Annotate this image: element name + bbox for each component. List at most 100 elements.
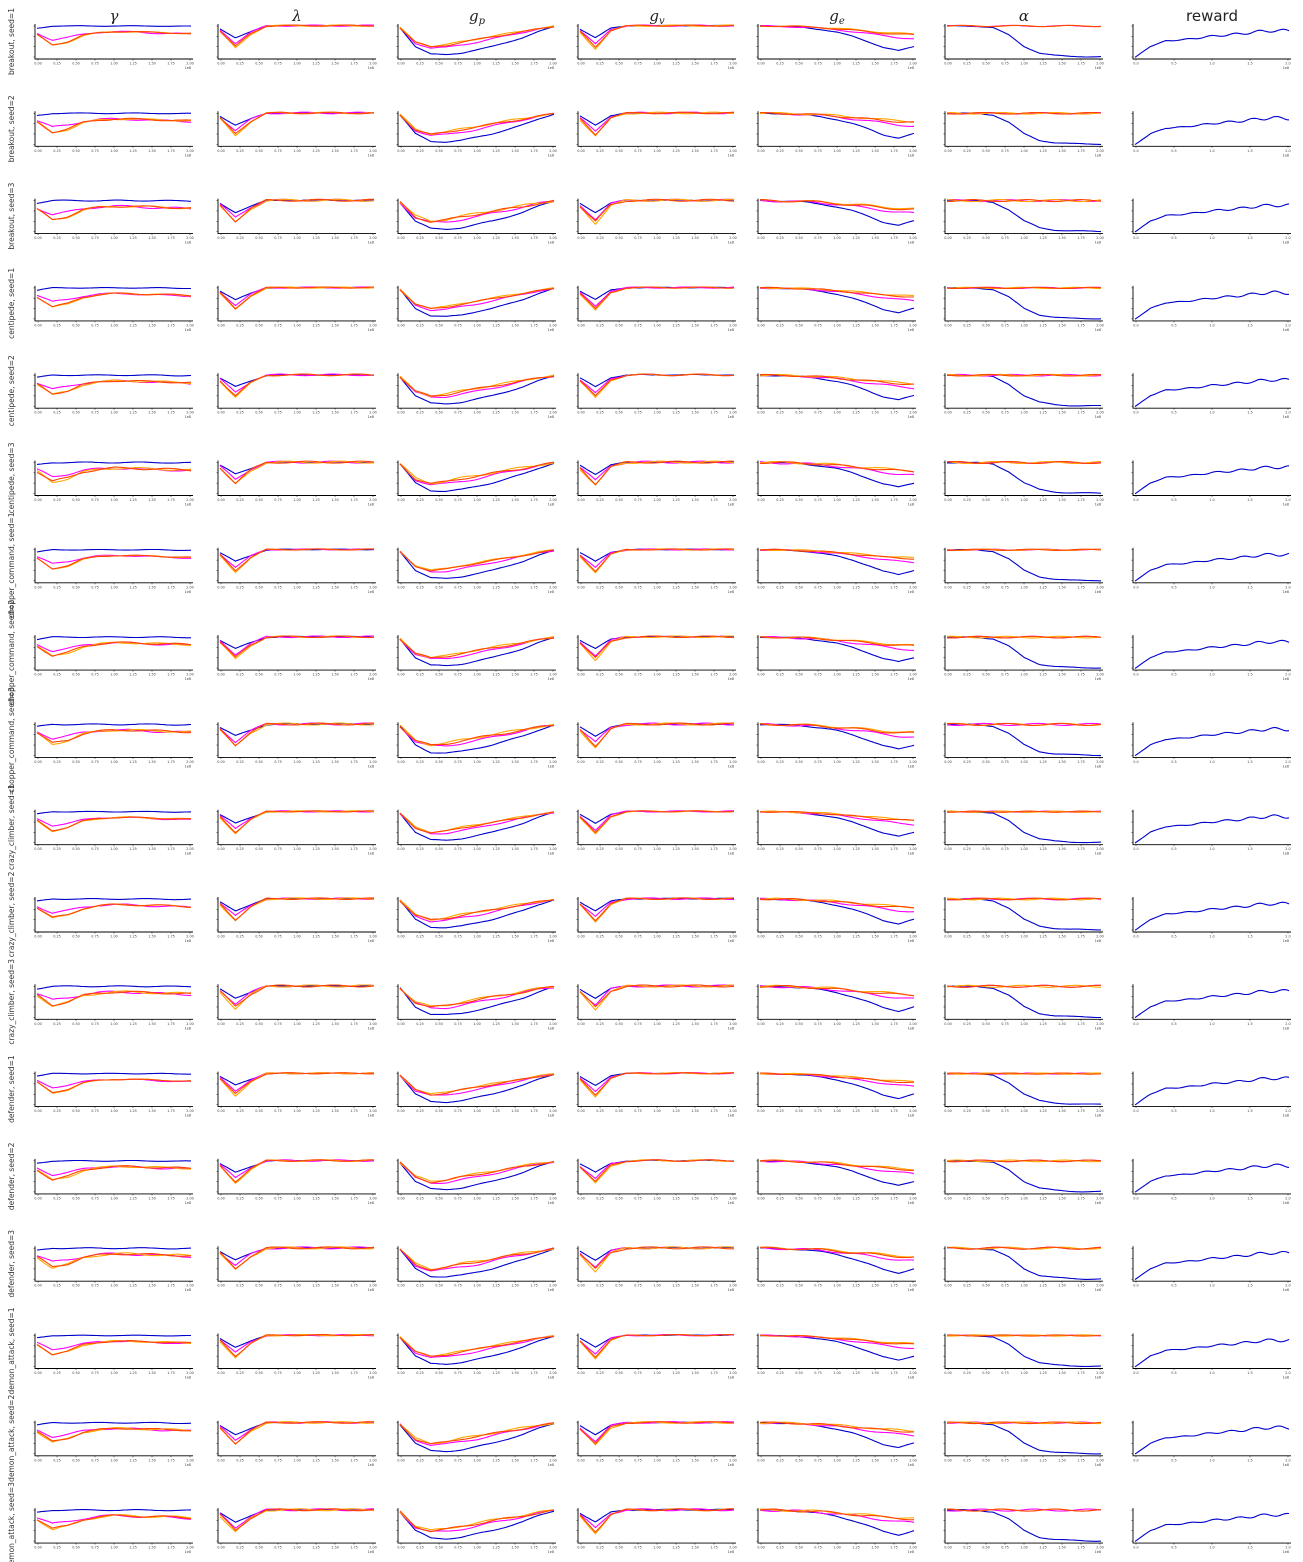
- x-tick-label: 1.00: [473, 411, 481, 415]
- x-tick-label: 1.25: [312, 1284, 320, 1288]
- x-tick-label: 0.0: [1133, 1546, 1138, 1550]
- x-tick-label: 1.25: [1039, 935, 1047, 939]
- series-line-red: [579, 198, 735, 222]
- x-tick-label: 0.75: [634, 1109, 642, 1113]
- x-tick-label: 1.00: [833, 1284, 841, 1288]
- x-tick-label: 0.50: [615, 498, 623, 502]
- axis-lines: [757, 1071, 916, 1108]
- axis-lines: [34, 198, 193, 235]
- axis-lines: [34, 1158, 193, 1195]
- x-tick-label: 0.00: [577, 62, 585, 66]
- x-tick-label: 0.50: [72, 62, 80, 66]
- axis-lines: [944, 897, 1103, 933]
- x-tick-label: 0.50: [72, 1109, 80, 1113]
- x-tick-label: 1.5: [1247, 1546, 1252, 1550]
- x-tick-label: 0.75: [274, 149, 282, 153]
- x-tick-label: 1.00: [110, 1109, 118, 1113]
- x-tick-label: 1.75: [710, 411, 718, 415]
- x-tick-label: 0.50: [255, 498, 263, 502]
- axis-lines: [397, 984, 556, 1020]
- x-tick-label: 0.0: [1133, 323, 1138, 327]
- x-tick-label: 1.75: [530, 1546, 538, 1550]
- x-multiplier-label: 1e8: [908, 66, 914, 70]
- axis-lines: [757, 809, 916, 846]
- x-tick-label: 0.00: [34, 1109, 42, 1113]
- x-tick-label: 0.00: [34, 585, 42, 589]
- x-tick-label: 2.0: [1285, 847, 1290, 851]
- x-tick-label: 1.25: [1039, 1458, 1047, 1462]
- x-tick-label: 0.25: [596, 673, 604, 677]
- x-tick-label: 0.50: [982, 236, 990, 240]
- x-tick-label: 1.00: [653, 1458, 661, 1462]
- x-tick-label: 0.75: [454, 1109, 462, 1113]
- x-tick-label: 0.75: [814, 149, 822, 153]
- x-tick-label: 2.00: [909, 935, 917, 939]
- x-tick-label: 0.25: [416, 847, 424, 851]
- x-tick-label: 1.50: [148, 1546, 156, 1550]
- x-tick-label: 0.25: [416, 935, 424, 939]
- axis-lines: [757, 722, 916, 758]
- x-tick-label: 1.5: [1247, 323, 1252, 327]
- series-line-magenta: [399, 287, 555, 312]
- x-tick-label: 1.25: [492, 62, 500, 66]
- x-tick-label: 0.50: [795, 62, 803, 66]
- x-tick-label: 0.00: [577, 1371, 585, 1375]
- axis-lines: [944, 1508, 1103, 1544]
- x-tick-label: 0.25: [776, 760, 784, 764]
- axis-lines: [577, 1071, 736, 1108]
- series-line-magenta: [579, 548, 735, 569]
- x-tick-label: 0.75: [91, 236, 99, 240]
- series-line-red: [219, 24, 375, 47]
- x-tick-label: 0.50: [615, 411, 623, 415]
- x-tick-label: 0.25: [53, 236, 61, 240]
- x-tick-label: 0.00: [217, 62, 225, 66]
- x-tick-label: 0.50: [72, 498, 80, 502]
- x-multiplier-label: 1e8: [1283, 1550, 1289, 1554]
- axis-lines: [1132, 285, 1291, 322]
- series-line-red: [36, 990, 192, 1007]
- x-tick-label: 0.25: [776, 1022, 784, 1026]
- x-tick-label: 1.00: [1020, 1196, 1028, 1200]
- x-multiplier-label: 1e8: [368, 66, 374, 70]
- axis-lines: [34, 547, 193, 584]
- x-tick-label: 0.0: [1133, 149, 1138, 153]
- x-tick-label: 0.00: [217, 1371, 225, 1375]
- x-tick-label: 0.25: [596, 935, 604, 939]
- x-multiplier-label: 1e8: [728, 764, 734, 768]
- x-tick-label: 1.00: [833, 236, 841, 240]
- x-tick-label: 0.25: [776, 847, 784, 851]
- series-line-blue: [579, 373, 735, 388]
- x-multiplier-label: 1e8: [368, 415, 374, 419]
- x-tick-label: 0.00: [577, 411, 585, 415]
- x-tick-label: 0.25: [236, 585, 244, 589]
- x-tick-label: 0.00: [34, 411, 42, 415]
- x-tick-label: 0.75: [1001, 760, 1009, 764]
- x-tick-label: 1.25: [852, 149, 860, 153]
- series-line-red: [579, 548, 735, 573]
- series-line-blue: [36, 1421, 192, 1426]
- series-line-red: [399, 288, 555, 309]
- x-tick-label: 1.50: [871, 1196, 879, 1200]
- x-tick-label: 1.5: [1247, 498, 1252, 502]
- x-tick-label: 0.25: [416, 760, 424, 764]
- x-multiplier-label: 1e8: [1095, 1463, 1101, 1467]
- x-tick-label: 1.75: [350, 673, 358, 677]
- x-tick-label: 1.0: [1209, 847, 1214, 851]
- x-multiplier-label: 1e8: [728, 852, 734, 856]
- series-line-blue: [219, 897, 374, 912]
- x-tick-label: 1.00: [293, 236, 301, 240]
- x-tick-label: 2.0: [1285, 1458, 1290, 1462]
- x-multiplier-label: 1e8: [185, 939, 191, 943]
- x-tick-label: 1.50: [511, 1371, 519, 1375]
- x-tick-label: 0.75: [634, 935, 642, 939]
- series-line-red: [36, 1514, 192, 1529]
- x-tick-label: 2.00: [549, 847, 557, 851]
- x-tick-label: 0.25: [53, 1458, 61, 1462]
- x-tick-label: 1.75: [710, 1284, 718, 1288]
- x-tick-label: 1.25: [492, 673, 500, 677]
- series-line-red: [399, 1073, 555, 1096]
- x-tick-label: 1.50: [1058, 1458, 1066, 1462]
- series-line-orange: [399, 201, 555, 222]
